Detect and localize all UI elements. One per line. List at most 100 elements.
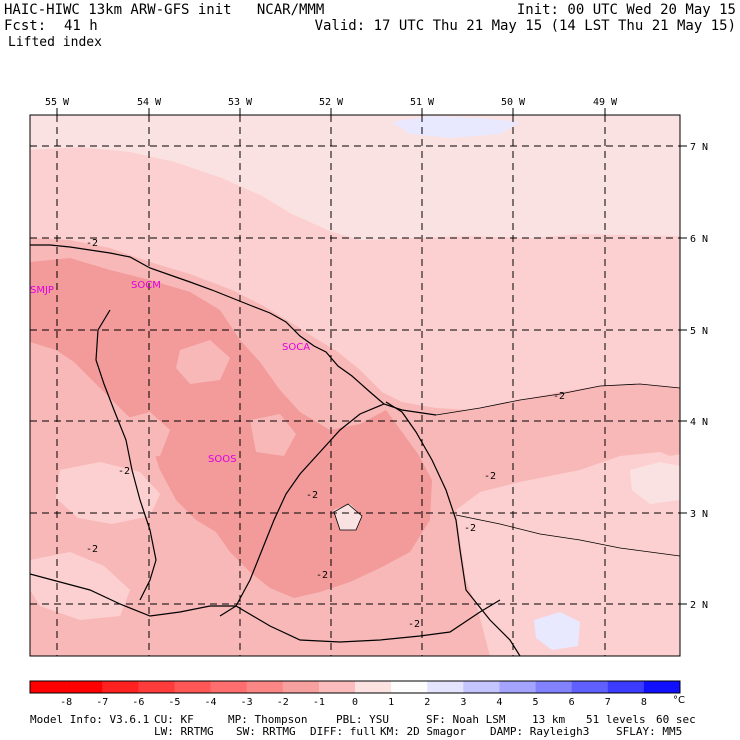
footer-resolution: 13 km xyxy=(532,713,566,726)
hole-1 xyxy=(114,412,170,458)
colorbar-segment xyxy=(66,681,103,693)
contour-label: -2 xyxy=(86,238,98,249)
colorbar-segment xyxy=(174,681,211,693)
contour-loop xyxy=(333,503,363,531)
lon-label: 52 W xyxy=(319,97,344,108)
colorbar-tick-label: 3 xyxy=(460,697,466,708)
colorbar-tick-label: 6 xyxy=(569,697,575,708)
colorbar-tick-label: -8 xyxy=(60,697,72,708)
colorbar-frame xyxy=(29,680,681,694)
init-time: Init: 00 UTC Wed 20 May 15 xyxy=(516,2,736,18)
lon-label: 54 W xyxy=(137,97,162,108)
lat-label: 4 N xyxy=(690,417,708,428)
station-label: SOOS xyxy=(208,454,236,465)
contour-label: -2 xyxy=(306,490,318,501)
colorbar-tick-label: 1 xyxy=(388,697,394,708)
grid-lines xyxy=(30,115,680,656)
valid-time: Valid: 17 UTC Thu 21 May 15 (14 LST Thu … xyxy=(314,18,736,34)
colorbar-segment xyxy=(643,681,681,693)
colorbar-tick-label: 7 xyxy=(605,697,611,708)
colorbar-tick-label: 8 xyxy=(641,697,647,708)
footer-lw: LW: RRTMG xyxy=(154,725,214,738)
contour-label: -2 xyxy=(408,619,420,630)
footer-diff: DIFF: full xyxy=(310,725,377,738)
border-south xyxy=(30,573,501,643)
footer-sw: SW: RRTMG xyxy=(236,725,296,738)
colorbar-segment xyxy=(427,681,464,693)
footer-sf: SF: Noah LSM xyxy=(426,713,506,726)
colorbar-segment xyxy=(355,681,392,693)
footer-model-info: Model Info: V3.6.1 xyxy=(30,713,150,726)
footer-pbl: PBL: YSU xyxy=(336,713,389,726)
colorbar-unit: °C xyxy=(673,695,685,706)
lat-label: 3 N xyxy=(690,509,708,520)
field-name: Lifted index xyxy=(8,35,102,50)
contour-label: -2 xyxy=(316,570,328,581)
colorbar-segment xyxy=(571,681,609,693)
colorbar-segment xyxy=(102,681,139,693)
colorbar-segment xyxy=(210,681,247,693)
blue-patch-southeast xyxy=(534,612,580,650)
footer-damp: DAMP: Rayleigh3 xyxy=(490,725,590,738)
colorbar-tick-label: 5 xyxy=(533,697,539,708)
map-frame xyxy=(29,114,681,657)
lon-label: 51 W xyxy=(410,97,435,108)
contour-label: -2 xyxy=(553,391,565,402)
hole-3 xyxy=(176,340,230,384)
footer-timestep: 60 sec xyxy=(656,713,696,726)
lat-label: 5 N xyxy=(690,326,708,337)
contour-label: -2 xyxy=(118,466,130,477)
colorbar-segment xyxy=(138,681,175,693)
colorbar-tick-label: -6 xyxy=(132,697,144,708)
colorbar-tick-label: -3 xyxy=(241,697,253,708)
pale-patch-far-east xyxy=(630,462,680,504)
contour-label: -2 xyxy=(464,523,476,534)
lon-label: 50 W xyxy=(501,97,526,108)
colorbar xyxy=(29,680,681,694)
colorbar-tick-label: -5 xyxy=(168,697,180,708)
colorbar-tick-label: -4 xyxy=(205,697,217,708)
colorbar-segment xyxy=(318,681,356,693)
station-label: SOCA xyxy=(282,342,310,353)
contour-line-east xyxy=(455,514,680,557)
colorbar-segment xyxy=(391,681,428,693)
colorbar-tick-label: 0 xyxy=(352,697,358,708)
colorbar-tick-label: -2 xyxy=(277,697,289,708)
border-east xyxy=(219,403,385,617)
colorbar-segment xyxy=(463,681,500,693)
colorbar-segment xyxy=(607,681,645,693)
forecast-label: Fcst: xyxy=(4,18,47,34)
border-west xyxy=(95,309,157,601)
ocean-pale-tongue xyxy=(330,175,680,240)
colorbar-tick-label: 4 xyxy=(496,697,502,708)
contour-line-ocean xyxy=(435,383,680,416)
lon-label: 55 W xyxy=(45,97,70,108)
axis-ticks xyxy=(56,108,687,605)
footer-km: KM: 2D Smagor xyxy=(380,725,467,738)
footer-mp: MP: Thompson xyxy=(228,713,308,726)
colorbar-tick-label: -7 xyxy=(96,697,108,708)
colorbar-segment xyxy=(282,681,320,693)
border-oyapock xyxy=(385,401,521,656)
hole-2 xyxy=(250,414,296,456)
coastline xyxy=(30,244,437,416)
pale-patch-southwest xyxy=(30,552,130,620)
lon-label: 49 W xyxy=(593,97,618,108)
lon-label: 53 W xyxy=(228,97,253,108)
station-label: SOCM xyxy=(131,280,161,291)
footer-levels: 51 levels xyxy=(586,713,646,726)
colorbar-segment xyxy=(30,681,67,693)
blue-patch-north xyxy=(392,116,520,138)
contour-label: -2 xyxy=(86,544,98,555)
lat-label: 2 N xyxy=(690,600,708,611)
colorbar-tick-label: -1 xyxy=(313,697,325,708)
lat-label: 7 N xyxy=(690,142,708,153)
contour-label: -2 xyxy=(484,471,496,482)
footer-sflay: SFLAY: MM5 xyxy=(616,725,683,738)
colorbar-segment xyxy=(535,681,572,693)
lat-label: 6 N xyxy=(690,234,708,245)
forecast-hours: 41 h xyxy=(64,18,98,34)
footer-cu: CU: KF xyxy=(154,713,194,726)
